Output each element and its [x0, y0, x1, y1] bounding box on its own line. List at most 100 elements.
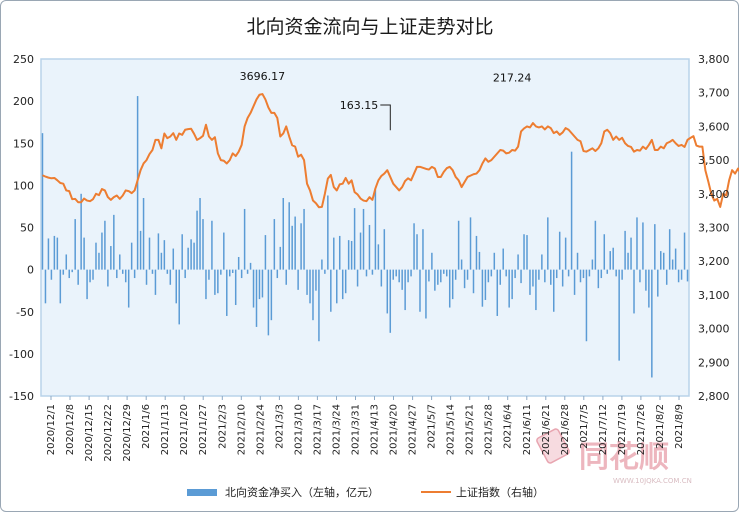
- bar-209: [662, 252, 665, 270]
- bar-33: [139, 230, 142, 270]
- bar-208: [660, 251, 662, 270]
- x-tick-label: 2020/12/15: [84, 404, 95, 462]
- bar-peak-label: 163.15: [340, 99, 379, 112]
- bar-41: [163, 240, 166, 270]
- x-tick-label: 2021/6/21: [541, 404, 552, 455]
- bar-135: [443, 269, 445, 274]
- bar-162: [523, 234, 525, 270]
- bar-147: [478, 251, 481, 270]
- bar-151: [490, 269, 493, 277]
- bar-124: [410, 269, 412, 277]
- bar-50: [190, 239, 192, 270]
- bar-72: [255, 269, 258, 327]
- x-tick-label: 2021/4/20: [389, 404, 400, 455]
- bar-13: [80, 193, 82, 270]
- bar-81: [282, 198, 285, 270]
- bar-84: [291, 225, 293, 270]
- bar-98: [333, 237, 335, 270]
- bar-89: [306, 269, 308, 295]
- bar-198: [630, 237, 632, 270]
- bar-0: [41, 133, 44, 270]
- x-tick-label: 2021/7/12: [598, 404, 609, 455]
- bar-168: [541, 254, 543, 270]
- x-tick-label: 2021/6/4: [503, 404, 514, 449]
- bar-39: [157, 233, 160, 270]
- bar-141: [460, 259, 463, 270]
- bar-4: [53, 235, 56, 270]
- bar-137: [448, 269, 451, 308]
- bar-52: [196, 210, 198, 270]
- bar-82: [285, 269, 287, 285]
- bar-126: [416, 234, 418, 270]
- bar-212: [671, 259, 674, 270]
- bar-1: [44, 269, 47, 304]
- bar-146: [475, 235, 478, 270]
- bar-17: [92, 269, 94, 280]
- bar-91: [312, 269, 314, 321]
- bar-144: [469, 217, 472, 270]
- x-tick-label: 2021/6/28: [560, 404, 571, 455]
- bar-191: [609, 251, 611, 270]
- x-tick-label: 2021/4/13: [370, 404, 381, 455]
- bar-180: [576, 252, 579, 270]
- bar-113: [377, 244, 380, 270]
- bar-54: [202, 219, 204, 270]
- bar-120: [398, 269, 400, 283]
- bar-206: [654, 224, 656, 270]
- x-tick-label: 2021/5/14: [446, 404, 457, 455]
- bar-90: [309, 269, 311, 304]
- bar-152: [493, 252, 496, 270]
- bar-83: [288, 202, 290, 270]
- right-tick-label: 3,000: [698, 323, 730, 336]
- bar-peak-label: 217.24: [493, 72, 532, 85]
- bar-40: [160, 252, 163, 270]
- index-peak-label: 3696.17: [240, 70, 286, 83]
- bar-92: [315, 269, 317, 291]
- bar-23: [110, 246, 112, 270]
- bar-78: [273, 219, 276, 270]
- bar-125: [413, 223, 415, 270]
- bar-100: [338, 235, 341, 270]
- bar-138: [451, 269, 454, 300]
- legend-bar-swatch: [187, 489, 217, 496]
- x-tick-label: 2020/12/8: [65, 404, 76, 455]
- watermark-logo-icon: [536, 428, 570, 464]
- bar-25: [116, 269, 118, 279]
- bar-21: [104, 220, 106, 270]
- x-tick-label: 2021/3/24: [332, 404, 343, 455]
- right-tick-label: 3,400: [698, 188, 730, 201]
- bar-182: [582, 269, 585, 279]
- bar-148: [481, 269, 484, 307]
- bar-204: [648, 269, 650, 308]
- bar-46: [178, 269, 180, 325]
- bar-97: [330, 269, 332, 312]
- bar-170: [547, 217, 549, 270]
- x-tick-label: 2021/1/27: [198, 404, 209, 455]
- bar-199: [633, 269, 635, 314]
- bar-174: [558, 231, 561, 270]
- bar-68: [243, 208, 246, 270]
- left-tick-label: 250: [13, 53, 34, 66]
- bar-57: [211, 220, 213, 270]
- bar-133: [437, 269, 439, 285]
- bar-142: [463, 269, 466, 289]
- bar-165: [532, 269, 534, 287]
- bar-201: [639, 269, 641, 283]
- bar-132: [434, 269, 436, 291]
- bar-29: [127, 269, 130, 308]
- bar-205: [651, 269, 653, 378]
- x-tick-label: 2020/12/1: [46, 404, 57, 455]
- bar-202: [642, 222, 644, 270]
- bar-64: [231, 269, 234, 273]
- bar-166: [535, 269, 537, 311]
- bar-53: [199, 198, 201, 270]
- left-tick-label: -100: [9, 348, 34, 361]
- x-tick-label: 2021/7/26: [636, 404, 647, 455]
- bar-99: [336, 269, 338, 304]
- x-tick-label: 2021/2/24: [255, 404, 266, 455]
- bar-197: [627, 252, 629, 270]
- bar-58: [214, 269, 216, 295]
- legend-line-label: 上证指数（右轴）: [456, 485, 544, 499]
- bar-20: [101, 232, 103, 270]
- bar-14: [83, 237, 85, 270]
